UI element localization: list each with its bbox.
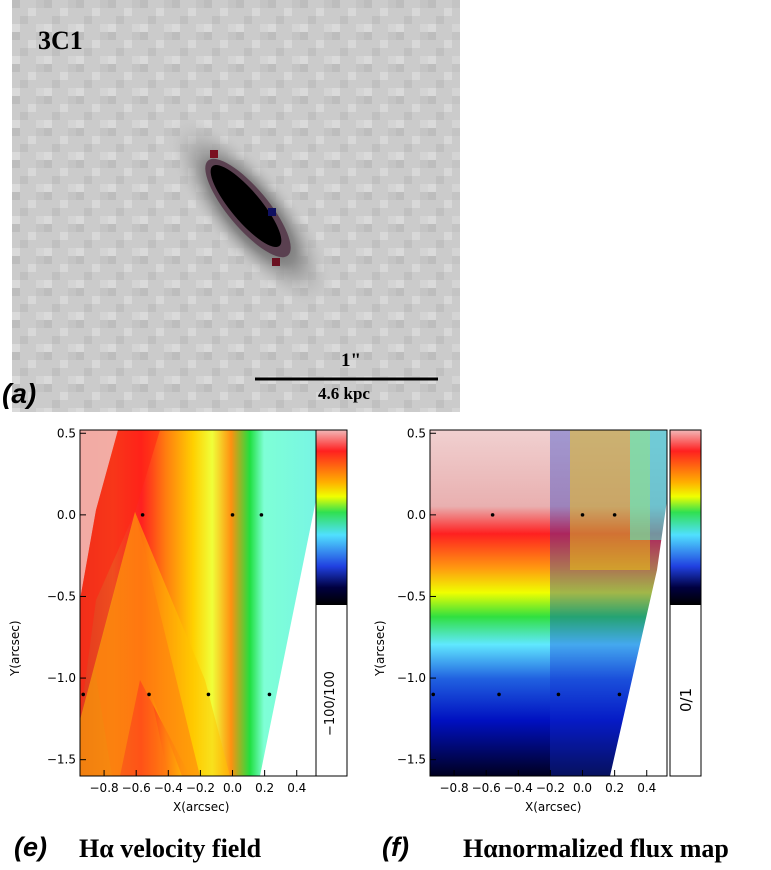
velocity-sample-point [267, 692, 272, 697]
velocity-x-tick-label: −0.4 [154, 781, 183, 795]
flux-x-tick-label: −0.4 [504, 781, 533, 795]
scale-physical-label: 4.6 kpc [318, 384, 370, 403]
flux-x-tick-label: −0.2 [536, 781, 565, 795]
galaxy-image [12, 0, 460, 412]
velocity-x-tick-label: −0.2 [186, 781, 215, 795]
flux-x-tick-label: −0.8 [440, 781, 469, 795]
velocity-sample-point [259, 513, 264, 517]
velocity-x-tick-label: 0.0 [223, 781, 242, 795]
flux-x-axis-label: X(arcsec) [525, 800, 582, 814]
flux-x-tick-label: 0.2 [605, 781, 624, 795]
velocity-map [80, 430, 316, 776]
flux-colorbar [670, 430, 701, 605]
flux-map [430, 430, 667, 776]
velocity-y-tick-label: −1.0 [47, 671, 76, 685]
flux-sample-point [497, 692, 501, 697]
object-name: 3C1 [38, 26, 83, 55]
flux-caption: Hαnormalized flux map [463, 834, 729, 863]
flux-sample-point [431, 692, 436, 697]
velocity-x-axis-label: X(arcsec) [173, 800, 230, 814]
velocity-caption: Hα velocity field [79, 834, 262, 863]
velocity-y-tick-label: 0.0 [57, 508, 76, 522]
velocity-x-tick-label: 0.4 [287, 781, 306, 795]
velocity-sample-point [81, 692, 86, 697]
panel-f-label: (f) [382, 832, 409, 862]
velocity-y-tick-label: −1.5 [47, 753, 76, 767]
flux-y-tick-label: 0.5 [407, 426, 426, 440]
velocity-x-tick-label: −0.8 [90, 781, 119, 795]
velocity-y-tick-label: 0.5 [57, 426, 76, 440]
flux-colorbar-label: 0/1 [677, 687, 695, 712]
flux-y-tick-label: 0.0 [407, 508, 426, 522]
flux-sample-point [612, 513, 617, 517]
flux-y-tick-label: −1.5 [397, 753, 426, 767]
scale-angular-label: 1" [341, 350, 362, 371]
flux-sample-point [580, 513, 585, 517]
flux-y-axis-label: Y(arcsec) [373, 620, 387, 676]
velocity-x-tick-label: −0.6 [122, 781, 151, 795]
flux-sample-point [490, 513, 495, 517]
flux-y-tick-label: −1.0 [397, 671, 426, 685]
panel-a-label: (a) [2, 378, 37, 409]
panel-e-label: (e) [14, 832, 47, 862]
velocity-sample-point [140, 513, 145, 517]
flux-x-tick-label: 0.4 [637, 781, 656, 795]
velocity-colorbar-label: −100/100 [323, 671, 338, 736]
flux-x-tick-label: 0.0 [573, 781, 592, 795]
velocity-field-chart: −0.8 −0.6 −0.4 −0.2 0.0 0.2 0.4 0.5 0.0 −0.5 −1.0 −… [47, 426, 348, 795]
flux-y-tick-label: −0.5 [397, 589, 426, 603]
flux-x-tick-label: −0.6 [472, 781, 501, 795]
flux-sample-point [617, 692, 622, 697]
velocity-y-axis-label: Y(arcsec) [8, 620, 22, 676]
velocity-sample-point [230, 513, 235, 517]
velocity-x-tick-label: 0.2 [255, 781, 274, 795]
velocity-sample-point [147, 692, 151, 697]
flux-sample-point [556, 692, 561, 697]
velocity-sample-point [206, 692, 211, 697]
velocity-y-tick-label: −0.5 [47, 589, 76, 603]
galaxy-image-panel: 3C1 1" 4.6 kpc [12, 0, 460, 412]
velocity-colorbar [316, 430, 347, 605]
flux-map-chart: −0.8 −0.6 −0.4 −0.2 0.0 0.2 0.4 0.5 0.0 −0.5 −1.0 −… [397, 426, 702, 795]
